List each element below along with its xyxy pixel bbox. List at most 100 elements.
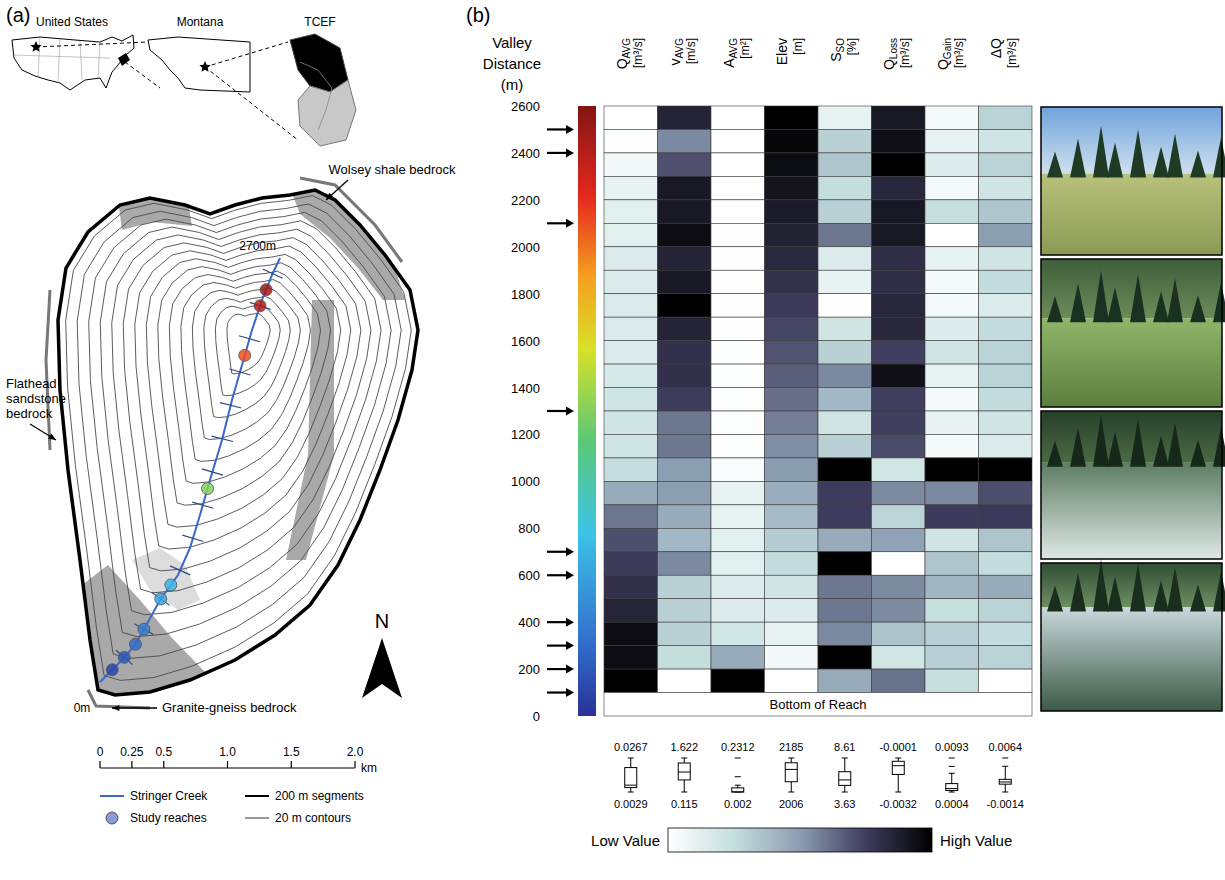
heat-cell	[872, 176, 926, 199]
box-min-label: -0.0032	[880, 798, 917, 810]
box-max-label: 0.0267	[614, 741, 648, 753]
heat-cell	[711, 106, 765, 129]
heat-cell	[711, 669, 765, 692]
panel-label: (b)	[466, 4, 490, 26]
state-line	[12, 55, 110, 58]
heat-cell	[979, 106, 1033, 129]
state-line	[80, 41, 82, 80]
reach-arrow-head	[566, 618, 574, 627]
legend-label: Study reaches	[130, 811, 207, 825]
heat-cell	[711, 575, 765, 598]
heat-cell	[925, 223, 979, 246]
bottom-row	[604, 693, 1032, 716]
y-tick-label: 600	[518, 568, 540, 583]
photo-tree	[1153, 436, 1169, 467]
heat-cell	[979, 646, 1033, 669]
scale-tick	[131, 761, 132, 768]
legend-label: 200 m segments	[275, 789, 364, 803]
watershed-fill	[40, 188, 418, 700]
box-whisker	[791, 758, 792, 763]
box-cap	[1002, 766, 1008, 767]
contour	[146, 254, 340, 527]
heat-cell	[925, 106, 979, 129]
heat-cell	[872, 669, 926, 692]
heat-cell	[872, 411, 926, 434]
box-median	[732, 791, 744, 792]
heat-cell	[711, 176, 765, 199]
heat-cell	[765, 153, 819, 176]
reach-arrow-shaft	[547, 410, 568, 412]
heat-cell	[925, 434, 979, 457]
contour	[192, 288, 300, 440]
reach-arrow-head	[566, 641, 574, 650]
box-body	[892, 761, 904, 774]
bedrock-label-line: bedrock	[6, 406, 53, 421]
heat-cell	[765, 505, 819, 528]
heat-cell	[711, 458, 765, 481]
contour	[158, 263, 331, 505]
heat-cell	[604, 294, 658, 317]
heat-cell	[658, 341, 712, 364]
heat-cell	[818, 622, 872, 645]
heat-cell	[925, 552, 979, 575]
heat-cell	[979, 341, 1033, 364]
column-unit: [m]	[791, 38, 805, 55]
column-symbol-main: Q	[935, 59, 951, 70]
study-reach	[118, 651, 130, 663]
heat-cell	[818, 106, 872, 129]
heat-cell	[872, 646, 926, 669]
box-max-label: 1.622	[670, 741, 698, 753]
segment-mark	[134, 624, 153, 635]
heat-cell	[925, 411, 979, 434]
heat-cell	[604, 481, 658, 504]
heat-cell	[872, 552, 926, 575]
heat-cell	[818, 575, 872, 598]
heat-cell	[765, 388, 819, 411]
heat-cell	[925, 294, 979, 317]
heat-cell	[658, 247, 712, 270]
box-median	[839, 779, 851, 780]
box-whisker	[1005, 784, 1006, 792]
reach-arrow-head	[566, 665, 574, 674]
locator-dash	[205, 42, 288, 67]
heat-cell	[979, 223, 1033, 246]
heat-cell	[979, 458, 1033, 481]
heat-cell	[711, 622, 765, 645]
heat-cell	[658, 317, 712, 340]
contour	[135, 246, 351, 549]
box-whisker	[684, 780, 685, 792]
heat-cell	[765, 669, 819, 692]
photo-tree	[1213, 138, 1225, 178]
heat-cell	[658, 528, 712, 551]
heat-cell	[711, 505, 765, 528]
heat-cell	[604, 153, 658, 176]
heat-cell	[872, 129, 926, 152]
heat-cell	[872, 481, 926, 504]
legend-swatch	[106, 812, 118, 824]
heat-cell	[979, 552, 1033, 575]
study-reach	[260, 284, 272, 296]
heat-cell	[658, 129, 712, 152]
photo-tree	[1107, 143, 1123, 178]
heat-cell	[604, 270, 658, 293]
y-tick-label: 400	[518, 615, 540, 630]
heat-cell	[711, 200, 765, 223]
heat-cell	[979, 388, 1033, 411]
heat-cell	[765, 622, 819, 645]
heat-cell	[925, 458, 979, 481]
segment-mark	[170, 566, 190, 575]
heat-cell	[872, 458, 926, 481]
box-whisker	[1005, 766, 1006, 779]
heat-cell	[658, 294, 712, 317]
y-title-line: (m)	[501, 76, 524, 93]
box-cap	[628, 792, 634, 793]
y-tick-label: 1200	[511, 427, 540, 442]
study-reach	[129, 638, 141, 650]
photo-tree	[1190, 584, 1206, 611]
box-max-label: -0.0001	[880, 741, 917, 753]
box-whisker	[844, 785, 845, 792]
photo-frame	[1041, 259, 1222, 407]
label-arrowhead	[48, 433, 56, 440]
box-outlier	[949, 758, 955, 759]
heat-cell	[872, 505, 926, 528]
